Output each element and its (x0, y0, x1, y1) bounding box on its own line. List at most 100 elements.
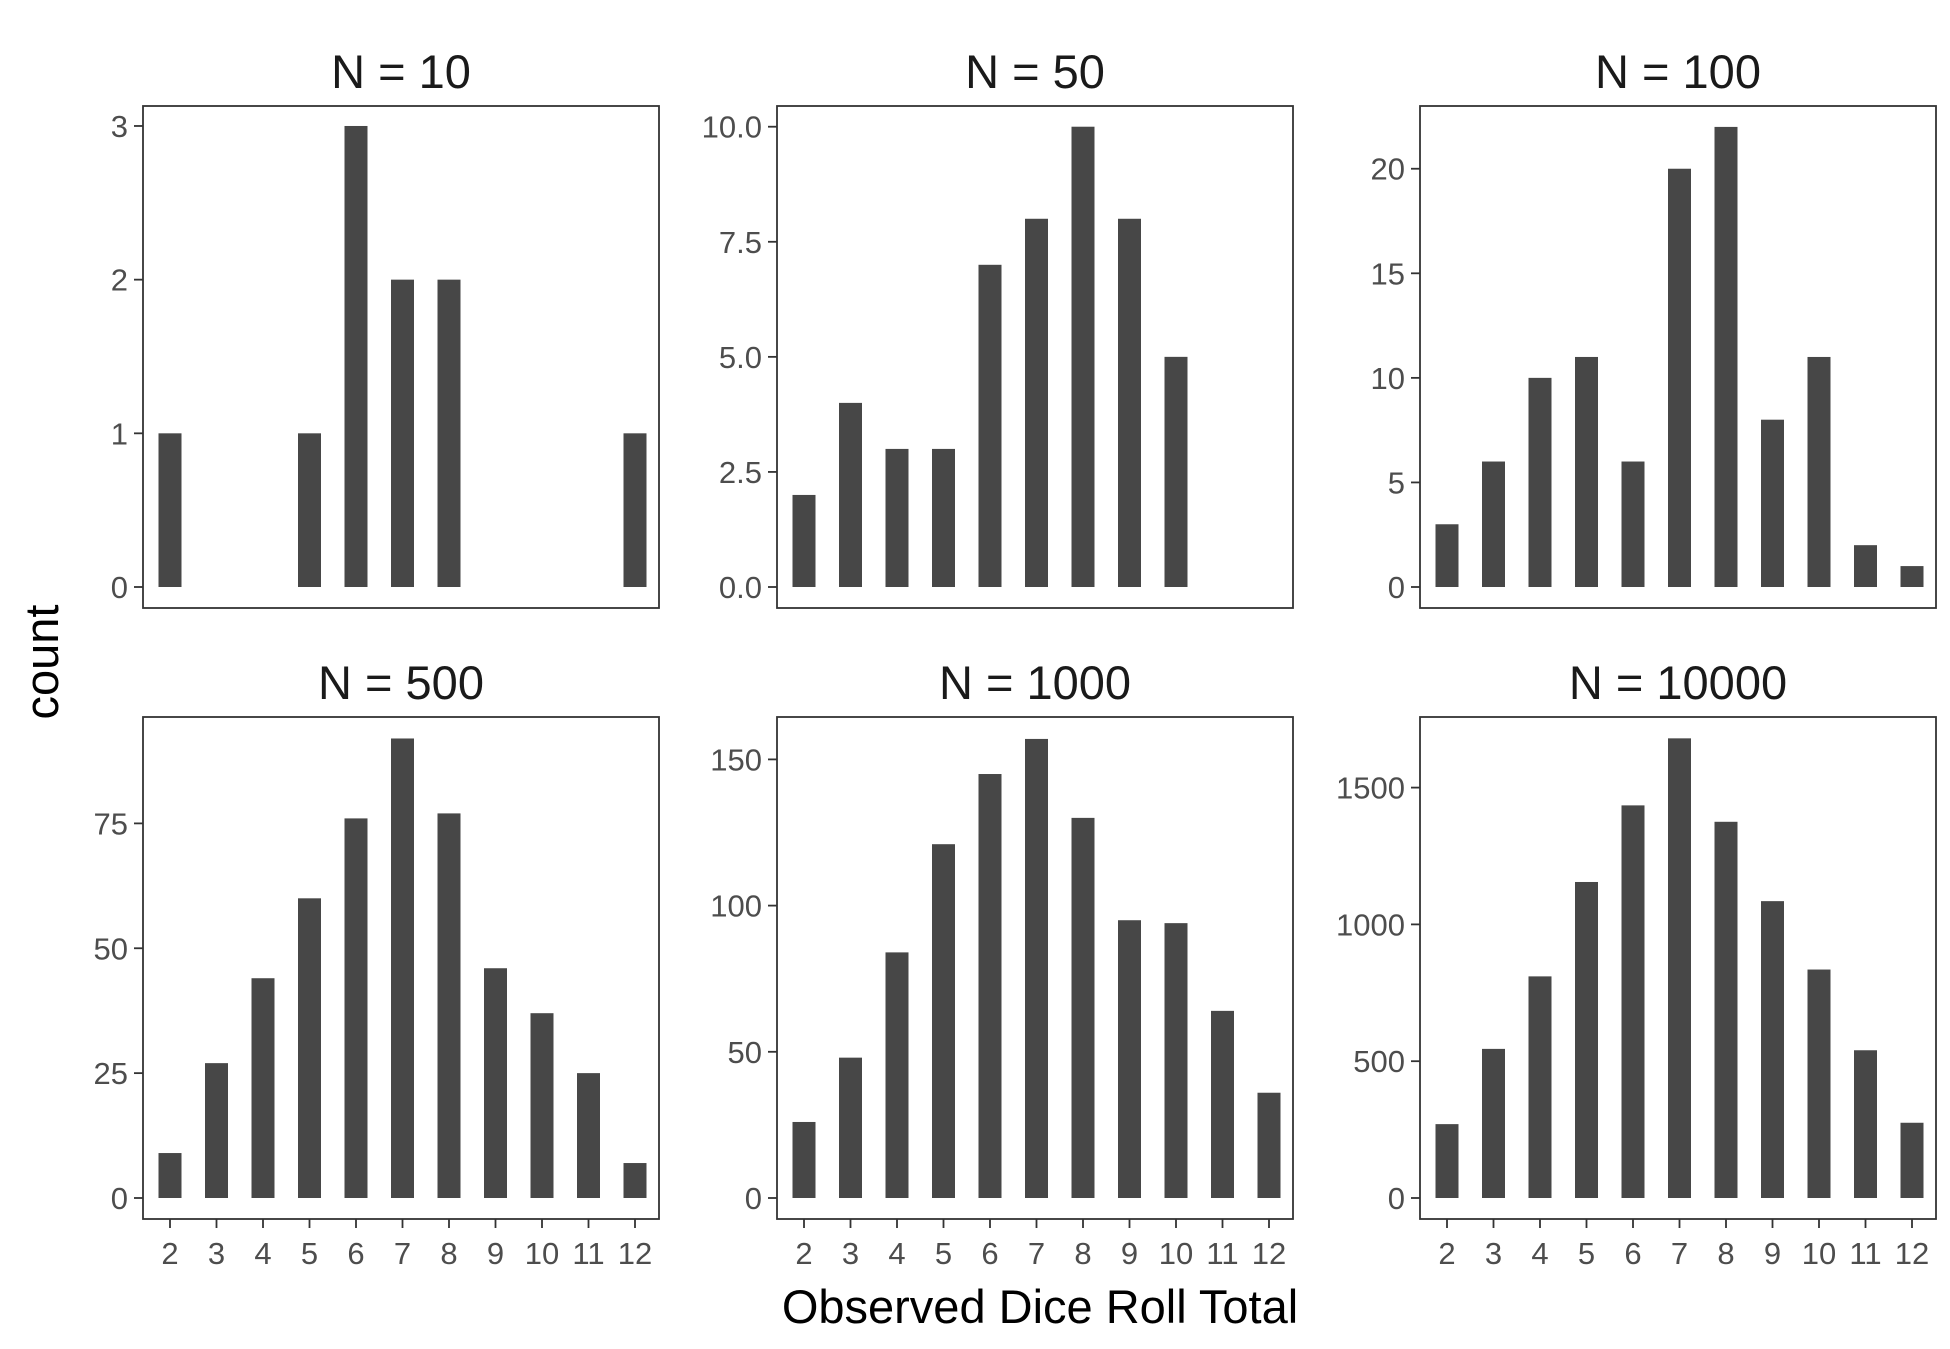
bar-11 (1854, 1050, 1877, 1198)
y-tick-label: 5 (1388, 465, 1405, 500)
bar-7 (391, 279, 414, 587)
y-tick-label: 3 (111, 109, 128, 144)
y-tick-label: 150 (710, 742, 762, 777)
bar-12 (623, 433, 647, 587)
bar-8 (1071, 817, 1095, 1198)
x-tick-label: 8 (1074, 1236, 1091, 1271)
bar-3 (1482, 461, 1505, 587)
y-tick-label: 20 (1371, 152, 1405, 187)
x-tick-label: 12 (1252, 1236, 1286, 1271)
y-tick-label: 0 (745, 1181, 762, 1216)
y-tick-label: 50 (94, 931, 128, 966)
bar-12 (1257, 1092, 1281, 1198)
bar-4 (1528, 976, 1552, 1198)
bar-6 (344, 818, 368, 1198)
bar-5 (1575, 356, 1598, 587)
bar-11 (1854, 545, 1877, 587)
y-tick-label: 15 (1371, 256, 1405, 291)
x-tick-label: 5 (1578, 1236, 1595, 1271)
facet-panel: N = 1000 0 50 100 150 2 3 4 5 6 7 8 9 10 11 12 (710, 656, 1294, 1271)
y-tick-label: 10.0 (702, 110, 762, 145)
y-tick-label: 50 (728, 1035, 762, 1070)
bar-7 (1025, 738, 1048, 1198)
x-tick-label: 9 (487, 1236, 504, 1271)
bar-2 (792, 1121, 816, 1198)
facet-panel: N = 100 0 5 10 15 20 (1371, 45, 1937, 609)
bar-10 (530, 1013, 554, 1198)
x-axis-title: Observed Dice Roll Total (782, 1280, 1298, 1333)
bar-4 (885, 952, 909, 1198)
y-tick-label: 1000 (1336, 907, 1405, 942)
bar-7 (1025, 218, 1048, 588)
bar-6 (344, 125, 368, 588)
x-tick-label: 7 (1671, 1236, 1688, 1271)
x-tick-label: 3 (208, 1236, 225, 1271)
facet-title: N = 50 (965, 45, 1105, 98)
bar-10 (1164, 356, 1188, 587)
bar-2 (792, 494, 816, 587)
bar-3 (1482, 1048, 1505, 1198)
bar-10 (1807, 969, 1831, 1198)
bar-9 (484, 968, 507, 1198)
bar-2 (1435, 524, 1459, 587)
facet-title: N = 100 (1595, 45, 1761, 98)
bar-12 (623, 1163, 647, 1198)
y-tick-label: 0 (1388, 570, 1405, 605)
bar-8 (1071, 126, 1095, 587)
facet-title: N = 10000 (1569, 656, 1787, 709)
bar-2 (158, 1153, 182, 1198)
y-tick-label: 0.0 (719, 570, 762, 605)
y-tick-label: 1500 (1336, 771, 1405, 806)
x-tick-label: 6 (347, 1236, 364, 1271)
x-tick-label: 11 (572, 1236, 604, 1271)
bar-12 (1900, 566, 1924, 587)
bar-8 (437, 279, 461, 587)
y-tick-label: 500 (1353, 1044, 1405, 1079)
bar-9 (1118, 920, 1141, 1198)
x-tick-label: 11 (1206, 1236, 1238, 1271)
bar-6 (978, 264, 1002, 587)
y-tick-label: 5.0 (719, 340, 762, 375)
x-tick-label: 7 (394, 1236, 411, 1271)
x-tick-label: 4 (254, 1236, 271, 1271)
bar-9 (1118, 218, 1141, 588)
bar-6 (978, 774, 1002, 1198)
bar-8 (1714, 126, 1738, 588)
bar-2 (158, 433, 182, 587)
x-tick-label: 5 (301, 1236, 318, 1271)
y-tick-label: 100 (710, 889, 762, 924)
bar-7 (391, 738, 414, 1198)
bar-2 (1435, 1124, 1459, 1198)
y-tick-label: 1 (111, 416, 128, 451)
x-tick-label: 8 (440, 1236, 457, 1271)
bar-3 (839, 1057, 862, 1198)
bar-4 (885, 448, 909, 587)
x-tick-label: 12 (1895, 1236, 1929, 1271)
bar-11 (577, 1073, 600, 1198)
x-tick-label: 4 (888, 1236, 905, 1271)
facet-panel: N = 500 0 25 50 75 2 3 4 5 6 7 8 9 10 11 12 (94, 656, 660, 1271)
bar-5 (298, 898, 321, 1198)
x-tick-label: 10 (525, 1236, 559, 1271)
bar-3 (205, 1063, 228, 1198)
bar-6 (1621, 805, 1645, 1198)
y-tick-label: 2.5 (719, 455, 762, 490)
x-tick-label: 2 (161, 1236, 178, 1271)
bar-5 (932, 448, 955, 587)
bar-12 (1900, 1122, 1924, 1198)
x-tick-label: 3 (842, 1236, 859, 1271)
bar-5 (932, 844, 955, 1198)
facet-title: N = 10 (331, 45, 471, 98)
bar-10 (1164, 923, 1188, 1198)
y-tick-label: 25 (94, 1056, 128, 1091)
x-tick-label: 7 (1028, 1236, 1045, 1271)
x-tick-label: 6 (981, 1236, 998, 1271)
x-tick-label: 9 (1764, 1236, 1781, 1271)
bar-7 (1668, 168, 1691, 587)
bar-3 (839, 402, 862, 587)
x-tick-label: 6 (1624, 1236, 1641, 1271)
bar-10 (1807, 356, 1831, 587)
x-tick-label: 11 (1849, 1236, 1881, 1271)
